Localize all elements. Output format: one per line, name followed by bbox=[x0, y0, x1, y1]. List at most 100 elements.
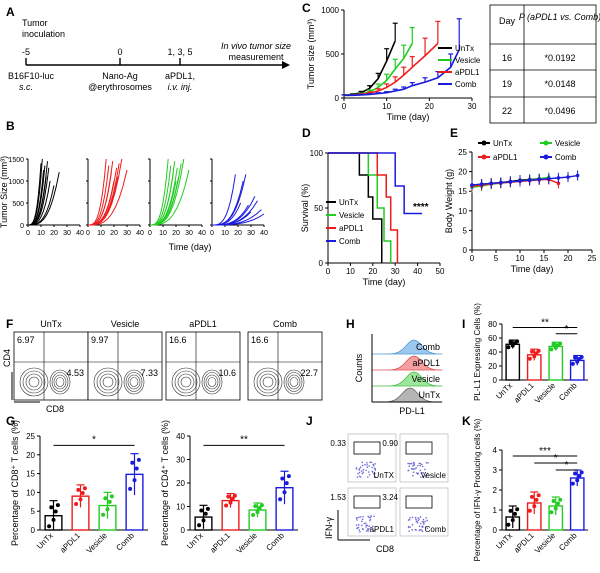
significance-marker: *** bbox=[539, 446, 551, 457]
flow-plot-frame bbox=[13, 331, 89, 401]
contour bbox=[207, 377, 217, 387]
data-point bbox=[530, 349, 535, 354]
significance-marker: * bbox=[92, 434, 96, 445]
table-header-day: Day bbox=[499, 16, 516, 26]
y-tick-label: 0 bbox=[493, 376, 498, 385]
data-point bbox=[549, 347, 554, 352]
event-dot bbox=[360, 520, 363, 523]
tumor-curve bbox=[211, 213, 265, 226]
event-dot bbox=[412, 474, 414, 477]
contour bbox=[123, 369, 145, 395]
timeline-label-tumor: Tumor bbox=[22, 18, 48, 28]
data-point bbox=[255, 509, 260, 514]
data-point bbox=[515, 507, 520, 512]
event-dot bbox=[368, 516, 371, 519]
flow-plot-frame bbox=[87, 331, 163, 401]
event-dot bbox=[374, 469, 377, 471]
x-tick-label: Comb bbox=[264, 531, 286, 553]
y-tick-label: 0 bbox=[31, 526, 36, 535]
event-dot bbox=[360, 470, 363, 472]
gate-box bbox=[353, 495, 381, 509]
timeline-arrowhead bbox=[282, 61, 290, 69]
y-tick-label: 25 bbox=[26, 432, 35, 441]
legend-label: Vesicle bbox=[555, 139, 581, 148]
event-dot bbox=[365, 530, 368, 532]
y-axis-title: Counts bbox=[354, 353, 364, 382]
event-dot bbox=[358, 469, 361, 471]
ifng-flow-plots: 0.33 UnTX 0.90 Vesicle 1.53 aPDL1 3.24 Comb CD8 I… bbox=[324, 433, 449, 554]
y-axis-title: CD4 bbox=[2, 349, 12, 367]
survival-chart: 0 10 20 30 40 50 0 50 100 Time (day) Survival (%) *… bbox=[300, 149, 445, 287]
cd4-percentage-chart: 0 10 20 30 40 Percentage of CD4⁺ T cells (%) U… bbox=[160, 420, 298, 555]
event-dot bbox=[361, 464, 364, 467]
event-dot bbox=[420, 529, 423, 531]
y-tick-label: 50 bbox=[314, 204, 323, 213]
tumor-curve bbox=[87, 158, 107, 226]
x-tick-label: 10 bbox=[37, 230, 45, 237]
x-tick-label: 40 bbox=[413, 267, 422, 276]
x-tick-label: UnTx bbox=[35, 531, 55, 551]
legend-marker bbox=[481, 154, 487, 160]
data-point bbox=[101, 512, 106, 517]
contour bbox=[19, 367, 49, 397]
event-dot bbox=[425, 516, 427, 519]
table-cell: 19 bbox=[502, 79, 512, 89]
x-tick-label: 30 bbox=[185, 230, 193, 237]
event-dot bbox=[374, 476, 376, 479]
event-dot bbox=[373, 472, 375, 475]
x-tick-label: 0 bbox=[26, 230, 30, 237]
event-dot bbox=[410, 462, 413, 465]
legend-label: Comb bbox=[555, 153, 577, 162]
data-point bbox=[55, 503, 60, 508]
table-cell: *0.0148 bbox=[544, 79, 575, 89]
y-tick-label: 2 bbox=[493, 486, 498, 495]
plot-label: Vesicle bbox=[421, 471, 447, 480]
event-dot bbox=[419, 529, 422, 531]
event-dot bbox=[422, 522, 425, 524]
gate-percent: 1.53 bbox=[330, 493, 346, 502]
event-dot bbox=[425, 461, 428, 464]
y-tick-label: 1 bbox=[493, 506, 498, 515]
event-dot bbox=[360, 524, 363, 527]
event-dot bbox=[408, 465, 411, 467]
data-point bbox=[280, 476, 285, 481]
data-point bbox=[510, 518, 515, 523]
cd4-percent: 6.97 bbox=[17, 335, 35, 345]
y-tick-label: 0 bbox=[319, 259, 324, 268]
y-tick-label: 40 bbox=[488, 348, 497, 357]
x-tick-label: 0 bbox=[342, 102, 347, 111]
event-dot bbox=[365, 526, 367, 528]
y-tick-label: 0 bbox=[20, 223, 24, 230]
contour bbox=[96, 370, 120, 394]
event-dot bbox=[365, 524, 368, 527]
table-cell: 16 bbox=[502, 53, 512, 63]
y-tick-label: 500 bbox=[12, 201, 24, 208]
y-axis-title: Tumor Size (mm³) bbox=[0, 156, 9, 228]
cd8-percent: 22.7 bbox=[300, 368, 318, 378]
event-dot bbox=[356, 519, 358, 521]
significance-marker: * bbox=[565, 324, 569, 335]
legend-label: UnTx bbox=[493, 139, 512, 148]
x-axis-title: PD-L1 bbox=[399, 406, 425, 416]
weight-point bbox=[556, 176, 561, 180]
event-dot bbox=[363, 522, 365, 525]
event-dot bbox=[418, 462, 421, 465]
y-tick-label: 500 bbox=[326, 50, 340, 59]
data-point bbox=[257, 506, 262, 511]
event-dot bbox=[371, 466, 373, 469]
data-point bbox=[570, 361, 575, 366]
panel-label-a: A bbox=[6, 5, 15, 19]
event-dot bbox=[358, 471, 361, 474]
contour bbox=[125, 372, 143, 392]
tumor-curve bbox=[27, 172, 60, 226]
x-tick-label: 20 bbox=[50, 230, 58, 237]
y-tick-label: 10 bbox=[26, 488, 35, 497]
tumor-growth-chart: 0 10 20 30 0 500 1000 Time (day) Tumor size (mm³… bbox=[306, 6, 481, 122]
data-point bbox=[284, 481, 289, 486]
y-tick-label: 0 bbox=[335, 94, 340, 103]
event-dot bbox=[359, 531, 361, 533]
event-dot bbox=[419, 516, 422, 518]
event-dot bbox=[411, 529, 413, 531]
